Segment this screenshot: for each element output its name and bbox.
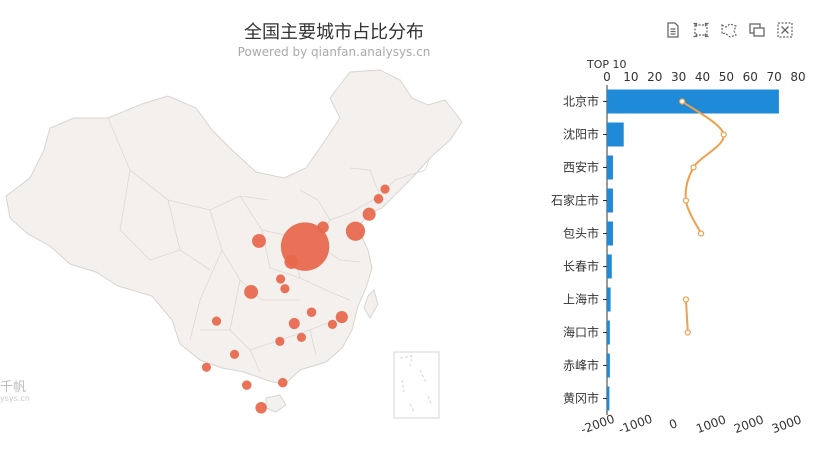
data-view-icon[interactable]	[664, 21, 682, 39]
toolbox	[664, 21, 794, 39]
china-mainland-shape	[5, 69, 463, 386]
line-point[interactable]	[679, 98, 686, 105]
top10-chart: TOP 10 0 10 20 30 40 50 60 70 80 -2000 -1000 0 1000…	[551, 58, 806, 437]
line-series	[679, 98, 727, 336]
category-label: 长春市	[563, 259, 599, 274]
bottom-axis-tick: 1000	[694, 412, 727, 436]
top-axis-tick: 60	[743, 70, 758, 84]
south-china-sea-inset	[393, 351, 440, 419]
top-axis-tick: 80	[790, 70, 805, 84]
bar[interactable]	[607, 254, 612, 279]
bar[interactable]	[607, 353, 610, 378]
map-bubble[interactable]	[345, 221, 366, 241]
map-bubble[interactable]	[373, 194, 384, 204]
chart-title: 全国主要城市占比分布	[244, 22, 424, 43]
map-bubble[interactable]	[244, 285, 259, 299]
map-bubble[interactable]	[280, 284, 290, 294]
map-bubble[interactable]	[211, 316, 222, 326]
bar[interactable]	[607, 188, 613, 213]
bar[interactable]	[607, 320, 610, 345]
top-axis-tick: 40	[695, 70, 710, 84]
bar[interactable]	[607, 122, 624, 147]
map-bubble[interactable]	[327, 319, 338, 329]
taiwan-island	[363, 289, 379, 319]
line-point[interactable]	[720, 131, 727, 138]
line-point[interactable]	[690, 164, 697, 171]
map-bubble[interactable]	[255, 402, 267, 414]
china-map	[5, 69, 463, 419]
brush-icon[interactable]	[748, 21, 766, 39]
category-label: 黄冈市	[563, 391, 599, 406]
map-bubble[interactable]	[275, 336, 285, 346]
watermark-url: ysys.cn	[0, 394, 30, 403]
bar[interactable]	[607, 155, 613, 180]
top-axis-tick: 50	[719, 70, 734, 84]
top-axis-tick: 20	[647, 70, 662, 84]
map-bubble[interactable]	[335, 311, 348, 324]
top-axis-tick: 0	[603, 70, 611, 84]
bottom-axis-tick: -1000	[617, 412, 655, 437]
map-bubble[interactable]	[296, 332, 307, 342]
bar[interactable]	[607, 89, 779, 114]
bar[interactable]	[607, 221, 613, 246]
map-bubble[interactable]	[288, 318, 300, 330]
category-label: 沈阳市	[563, 127, 599, 142]
bottom-axis-tick: 3000	[770, 412, 803, 436]
bottom-axis: -2000 -1000 0 1000 2000 3000	[579, 412, 804, 437]
top-axis-tick: 10	[623, 70, 638, 84]
category-label: 上海市	[563, 292, 599, 307]
bar[interactable]	[607, 287, 611, 312]
bottom-axis-tick: 0	[667, 416, 679, 432]
category-label: 北京市	[563, 94, 599, 109]
line-point[interactable]	[684, 329, 691, 336]
map-bubble[interactable]	[317, 221, 329, 233]
bottom-axis-tick: 2000	[732, 412, 765, 436]
bar[interactable]	[607, 386, 610, 411]
category-label: 石家庄市	[551, 193, 599, 208]
category-label: 海口市	[563, 325, 599, 340]
top-axis-tick: 30	[671, 70, 686, 84]
map-bubble[interactable]	[241, 380, 252, 390]
map-bubble[interactable]	[201, 362, 212, 372]
chart-subtitle: Powered by qianfan.analysys.cn	[237, 45, 431, 59]
map-bubbles	[201, 184, 390, 414]
lasso-icon[interactable]	[720, 21, 738, 39]
top-axis-tick: 70	[766, 70, 781, 84]
line-point[interactable]	[682, 197, 690, 204]
map-bubble[interactable]	[284, 255, 299, 269]
inset-islands	[399, 355, 433, 413]
clear-icon[interactable]	[776, 21, 794, 39]
map-bubble[interactable]	[362, 207, 376, 221]
zoom-icon[interactable]	[692, 21, 710, 39]
category-label: 西安市	[563, 160, 599, 175]
category-label: 赤峰市	[563, 358, 599, 373]
bottom-axis-tick: -2000	[579, 412, 617, 437]
watermark-logo: 千帆	[0, 380, 27, 395]
hainan-island	[265, 394, 287, 413]
line-point[interactable]	[697, 230, 705, 237]
map-bubble[interactable]	[276, 274, 286, 284]
bar-series	[607, 89, 779, 411]
map-bubble[interactable]	[277, 377, 288, 388]
top-axis: 0 10 20 30 40 50 60 70 80	[603, 70, 806, 415]
line-path	[684, 299, 689, 333]
chart-section-title: TOP 10	[586, 58, 627, 71]
map-bubble[interactable]	[306, 307, 317, 317]
line-point[interactable]	[682, 296, 690, 303]
map-bubble[interactable]	[229, 349, 240, 359]
category-label: 包头市	[563, 226, 599, 241]
line-path	[681, 100, 725, 234]
map-bubble[interactable]	[252, 233, 266, 248]
map-bubble[interactable]	[380, 184, 390, 194]
